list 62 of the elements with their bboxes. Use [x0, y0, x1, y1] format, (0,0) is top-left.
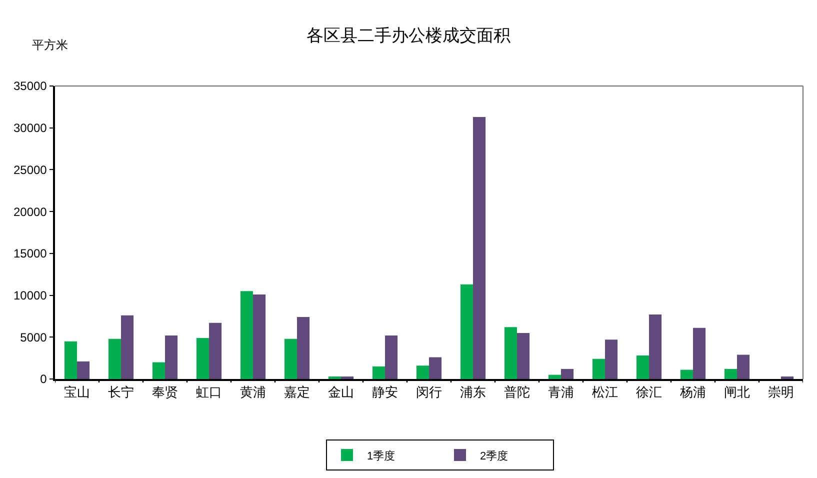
bar	[517, 332, 530, 379]
x-tick-label: 金山	[328, 384, 354, 400]
y-axis-title: 平方米	[32, 38, 68, 52]
bar	[297, 317, 310, 379]
x-tick-label: 杨浦	[679, 384, 706, 400]
bar	[372, 366, 385, 379]
bar	[385, 335, 398, 379]
x-tick-label: 静安	[372, 384, 398, 400]
x-tick-label: 普陀	[504, 384, 530, 400]
bar	[737, 354, 750, 379]
bar	[284, 338, 297, 379]
bar	[429, 357, 442, 379]
bar	[680, 370, 693, 379]
bar	[209, 322, 222, 379]
x-tick-label: 闵行	[416, 384, 442, 400]
bar	[504, 327, 517, 379]
legend-label: 1季度	[367, 449, 396, 462]
y-tick-label: 0	[40, 372, 48, 386]
bar	[165, 335, 178, 379]
legend-label: 2季度	[480, 449, 508, 462]
y-tick-label: 30000	[13, 121, 48, 136]
x-tick-label: 浦东	[460, 384, 486, 400]
bar	[121, 315, 134, 379]
bar	[636, 356, 649, 379]
bar	[253, 294, 266, 379]
bar	[196, 338, 209, 379]
x-tick-label: 崇明	[768, 384, 794, 400]
x-tick-label: 嘉定	[284, 384, 310, 400]
x-tick-label: 黄浦	[240, 384, 266, 400]
chart-title: 各区县二手办公楼成交面积	[306, 26, 510, 45]
y-tick-label: 15000	[13, 246, 48, 261]
x-tick-label: 闸北	[724, 384, 750, 400]
bar	[341, 376, 354, 379]
bar	[328, 376, 341, 379]
x-tick-label: 长宁	[108, 384, 134, 400]
bar	[152, 362, 165, 379]
bar	[64, 341, 77, 379]
bar	[77, 361, 90, 379]
bar	[592, 358, 605, 379]
y-tick-label: 25000	[13, 162, 48, 177]
x-tick-label: 虹口	[196, 384, 222, 400]
y-tick-label: 10000	[13, 288, 48, 302]
bar	[561, 368, 574, 379]
x-tick-label: 奉贤	[152, 384, 178, 400]
bar	[108, 338, 121, 379]
bar	[548, 374, 561, 379]
bar	[473, 116, 486, 379]
bar	[649, 314, 662, 379]
bar	[781, 376, 794, 379]
bar	[693, 328, 706, 379]
bar	[460, 284, 473, 379]
y-tick-label: 5000	[20, 330, 48, 344]
x-tick-label: 松江	[592, 384, 618, 400]
y-tick-label: 20000	[13, 204, 48, 219]
x-tick-label: 徐汇	[636, 384, 662, 400]
bar	[416, 366, 429, 379]
bar	[240, 291, 253, 379]
y-tick-label: 35000	[13, 79, 48, 94]
x-tick-label: 宝山	[64, 384, 90, 400]
x-tick-label: 青浦	[548, 384, 574, 400]
bar	[605, 340, 618, 379]
bar	[724, 368, 737, 379]
